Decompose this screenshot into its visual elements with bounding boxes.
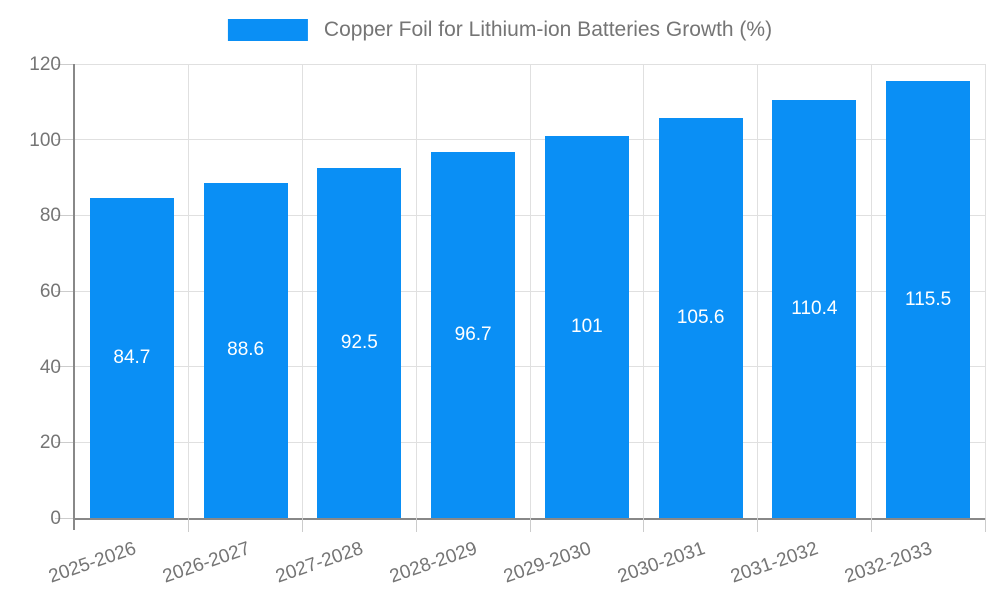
y-axis-stub (73, 518, 75, 530)
x-gridline (529, 64, 531, 518)
x-tick-label: 2029-2030 (500, 538, 594, 588)
x-gridline (757, 64, 758, 518)
x-axis-tick (870, 518, 872, 532)
x-axis-tick (415, 518, 417, 532)
bar[interactable]: 96.7 (431, 152, 516, 518)
x-gridline (188, 64, 190, 518)
x-axis-tick (529, 518, 531, 532)
y-tick-label: 120 (29, 54, 61, 75)
x-tick-label: 2032-2033 (842, 538, 935, 588)
x-tick-label: 2028-2029 (387, 538, 480, 588)
bar-value-label: 96.7 (454, 324, 492, 346)
x-axis-tick (643, 518, 645, 532)
legend-swatch (227, 19, 308, 41)
x-gridline (643, 64, 645, 518)
y-tick-label: 100 (29, 129, 61, 151)
x-axis-tick (984, 518, 986, 532)
bar[interactable]: 88.6 (203, 182, 288, 518)
y-axis-tick (55, 63, 73, 65)
x-axis-tick (757, 518, 758, 532)
chart-legend[interactable]: Copper Foil for Lithium-ion Batteries Gr… (227, 18, 773, 42)
bar[interactable]: 101 (544, 135, 629, 518)
legend-label: Copper Foil for Lithium-ion Batteries Gr… (323, 18, 773, 41)
y-tick-label: 0 (50, 508, 61, 529)
x-tick-label: 2025-2026 (45, 538, 139, 588)
y-axis-tick (55, 441, 73, 443)
bar-value-label: 101 (571, 315, 603, 337)
bar-value-label: 84.7 (113, 346, 151, 368)
x-gridline (870, 64, 872, 518)
bar[interactable]: 84.7 (89, 197, 174, 518)
y-tick-label: 80 (39, 205, 61, 227)
x-gridline (415, 64, 417, 518)
x-gridline (984, 64, 986, 518)
y-axis-tick (55, 366, 73, 368)
y-axis-tick (55, 214, 73, 216)
y-tick-label: 60 (39, 281, 61, 302)
bar[interactable]: 115.5 (886, 81, 971, 518)
bar[interactable]: 105.6 (658, 118, 743, 518)
x-gridline (302, 64, 303, 518)
x-axis-tick (188, 518, 190, 532)
bar-value-label: 105.6 (676, 307, 725, 329)
bar-value-label: 88.6 (227, 339, 265, 361)
bar-value-label: 115.5 (905, 288, 952, 310)
bar-value-label: 110.4 (791, 298, 838, 320)
plot-area: 0 20 40 60 80 100 120 84.7 88.6 92.5 96.7 101 105.6 1… (29, 54, 986, 587)
bar-value-label: 92.5 (340, 332, 378, 354)
bar[interactable]: 110.4 (772, 100, 857, 518)
y-axis-tick (55, 517, 73, 519)
y-axis-tick (55, 139, 73, 141)
y-axis-tick (55, 290, 73, 292)
x-axis-tick (302, 518, 303, 532)
x-tick-label: 2027-2028 (273, 538, 367, 588)
y-tick-label: 40 (39, 356, 61, 378)
x-tick-label: 2031-2032 (728, 538, 822, 588)
y-tick-label: 20 (39, 432, 61, 454)
bar[interactable]: 92.5 (317, 168, 402, 518)
